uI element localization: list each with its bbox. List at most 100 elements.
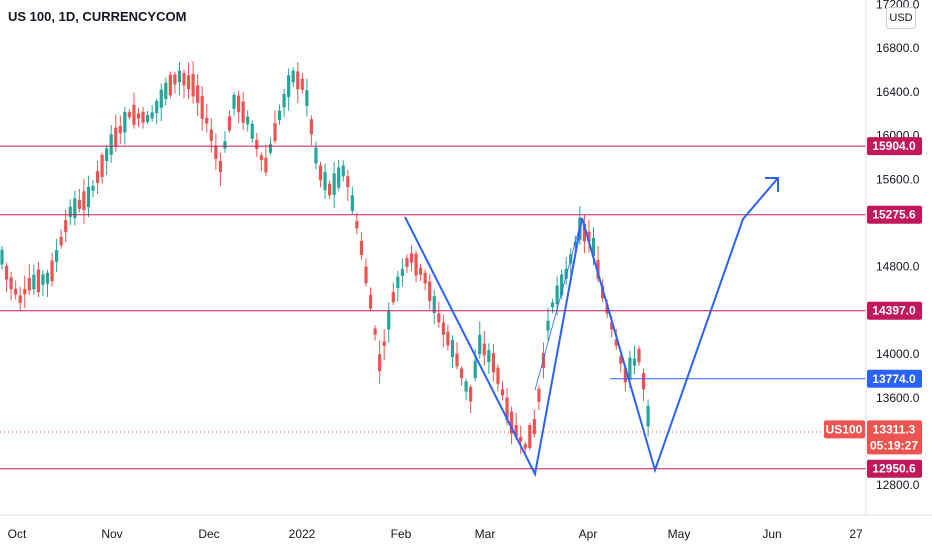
x-tick-label: Oct	[8, 527, 27, 541]
candle-body	[550, 302, 555, 308]
time-axis[interactable]: Oct Nov Dec 2022 Feb Mar Apr May Jun 27	[8, 527, 863, 541]
candle-body	[9, 277, 13, 290]
candle-body	[505, 397, 509, 421]
candle-body	[14, 288, 18, 295]
candle-body	[391, 292, 395, 303]
candle-body	[446, 331, 450, 346]
candle-body	[4, 265, 9, 280]
currency-label[interactable]: USD	[886, 7, 916, 29]
candle-body	[309, 119, 313, 135]
price-axis[interactable]: 17200.016800.016400.016000.015600.014800…	[876, 0, 920, 492]
candle-body	[423, 272, 427, 284]
candle-body	[337, 167, 341, 188]
candle-body	[237, 95, 241, 113]
candle-body	[100, 154, 104, 178]
candle-body	[77, 200, 81, 209]
candle-body	[277, 110, 282, 121]
candle-body	[510, 411, 514, 434]
candle-body	[632, 358, 637, 366]
candle-body	[282, 93, 286, 108]
candle-body	[314, 147, 318, 164]
x-tick-label: 27	[849, 527, 863, 541]
candle-body	[455, 353, 459, 367]
x-tick-label: Feb	[391, 527, 412, 541]
level-price-tag	[867, 205, 922, 224]
candle-body	[441, 322, 445, 335]
candle-body	[59, 236, 63, 246]
candle-body	[218, 160, 222, 173]
candle-body	[564, 268, 568, 279]
candle-body	[587, 231, 591, 242]
candle-body	[596, 259, 600, 279]
level-price-tag	[867, 137, 922, 156]
candle-body	[287, 75, 291, 98]
candle-body	[264, 157, 268, 173]
candle-body	[450, 339, 455, 358]
candle-body	[209, 129, 213, 141]
candle-body	[546, 320, 550, 331]
candle-body	[637, 348, 641, 363]
candle-body	[0, 249, 4, 265]
candle-body	[500, 389, 505, 396]
candle-body	[537, 388, 541, 402]
y-tick-label: 16400.0	[876, 85, 920, 99]
candle-body	[64, 220, 68, 233]
candle-body	[41, 274, 45, 285]
candle-body	[323, 172, 327, 191]
candle-body	[400, 268, 404, 276]
candle-body	[177, 70, 182, 83]
candle-body	[555, 285, 559, 305]
candle-body	[164, 82, 168, 100]
level-price-label: 15904.0	[872, 139, 916, 153]
candle-body	[232, 94, 236, 109]
candle-body	[155, 100, 159, 114]
level-price-label: 13774.0	[872, 372, 916, 386]
candle-body	[328, 183, 332, 196]
x-tick-label: 2022	[289, 527, 316, 541]
arrow-head	[765, 177, 779, 192]
chart-title: US 100, 1D, CURRENCYCOM	[8, 9, 187, 24]
candle-body	[359, 240, 364, 255]
x-tick-label: Apr	[579, 527, 598, 541]
y-tick-label: 13600.0	[876, 391, 920, 405]
candle-body	[469, 386, 473, 402]
x-tick-label: Mar	[475, 527, 496, 541]
candle-body	[227, 116, 232, 131]
candle-body	[473, 360, 477, 379]
candle-body	[146, 115, 150, 123]
candle-body	[560, 274, 564, 296]
candle-body	[387, 311, 391, 330]
candle-body	[519, 436, 523, 442]
candle-body	[419, 267, 423, 275]
candle-body	[368, 295, 373, 309]
candle-body	[182, 73, 186, 86]
candle-body	[50, 260, 54, 282]
x-tick-label: Nov	[101, 527, 122, 541]
candle-body	[491, 353, 495, 373]
candle-body	[432, 296, 436, 313]
level-price-label: 15275.6	[872, 208, 916, 222]
candle-body	[623, 368, 627, 383]
y-tick-label: 15600.0	[876, 172, 920, 186]
candle-body	[464, 381, 468, 392]
last-price-label: 13311.3	[873, 422, 916, 436]
candle-body	[628, 357, 632, 380]
candle-body	[523, 444, 527, 449]
candle-body	[532, 419, 536, 434]
symbol-label: US100	[826, 422, 863, 436]
candle-body	[132, 104, 136, 125]
candle-body	[414, 253, 418, 276]
candle-body	[36, 269, 40, 293]
candle-body	[105, 148, 109, 162]
candle-body	[186, 75, 191, 90]
candle-body	[255, 139, 259, 149]
candle-body	[610, 321, 614, 330]
candle-body	[32, 274, 36, 290]
level-price-label: 14397.0	[872, 304, 916, 318]
candle-body	[168, 74, 172, 96]
candle-body	[332, 173, 336, 195]
candle-body	[428, 281, 432, 302]
pattern-path[interactable]	[404, 177, 779, 478]
y-tick-label: 17200.0	[876, 0, 920, 12]
